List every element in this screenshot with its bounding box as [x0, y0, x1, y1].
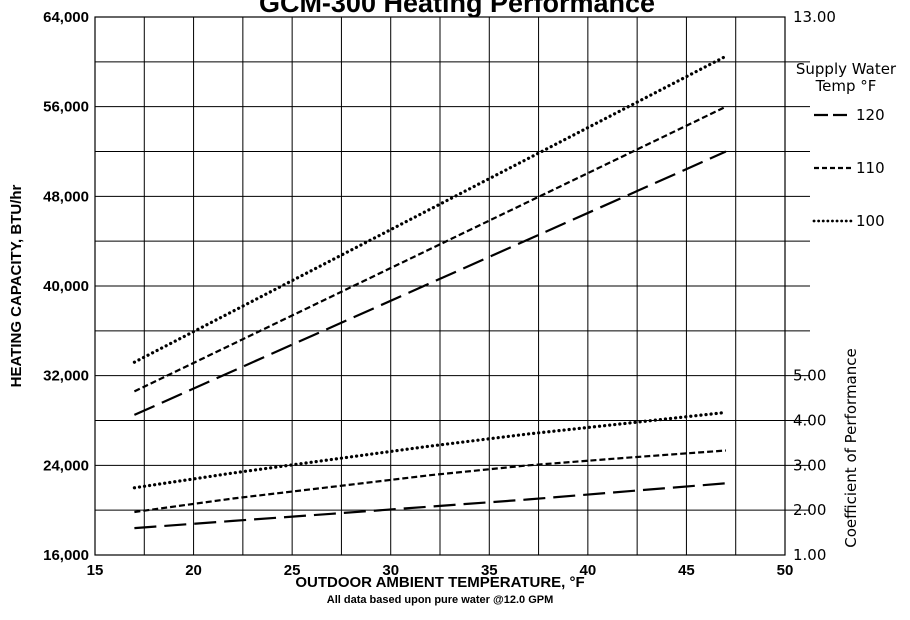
y2-axis-label: Coefficient of Performance [842, 348, 860, 547]
legend-label-110: 110 [856, 159, 885, 177]
y-axis-label: HEATING CAPACITY, BTU/hr [8, 184, 25, 387]
series-lines [132, 54, 728, 530]
y-tick-label: 56,000 [43, 99, 89, 116]
y-tick-label: 16,000 [43, 547, 89, 564]
y2-tick-labels: 1.00 2.00 3.00 4.00 5.00 13.00 [793, 8, 836, 564]
x-tick-label: 15 [87, 562, 104, 579]
y-tick-label: 24,000 [43, 457, 89, 474]
chart-title: GCM-300 Heating Performance [259, 0, 655, 18]
legend-label-120: 120 [856, 106, 885, 124]
y2-tick-label: 3.00 [793, 456, 826, 474]
plot-frame [94, 16, 786, 556]
y-tick-label: 48,000 [43, 188, 89, 205]
y2-tick-label: 4.00 [793, 412, 826, 430]
legend-label-100: 100 [856, 212, 885, 230]
x-tick-label: 25 [284, 562, 301, 579]
x-tick-label: 40 [580, 562, 597, 579]
y-tick-labels: 16,000 24,000 32,000 40,000 48,000 56,000 64,0… [43, 9, 89, 564]
x-tick-label: 30 [382, 562, 399, 579]
legend-title-line2: Temp °F [815, 77, 877, 95]
series-cop-110 [134, 449, 726, 514]
legend: Supply Water Temp °F 120 110 100 [796, 60, 897, 230]
series-capacity-120 [133, 150, 727, 416]
legend-title-line1: Supply Water [796, 60, 897, 78]
gridlines [95, 17, 810, 555]
x-axis-label: OUTDOOR AMBIENT TEMPERATURE, °F [295, 574, 584, 591]
y2-tick-label: 13.00 [793, 8, 836, 26]
y2-tick-label: 5.00 [793, 367, 826, 385]
x-tick-label: 45 [678, 562, 695, 579]
series-cop-120 [134, 482, 726, 530]
x-tick-label: 35 [481, 562, 498, 579]
y-tick-label: 32,000 [43, 368, 89, 385]
y2-tick-label: 1.00 [793, 546, 826, 564]
y-tick-label: 64,000 [43, 9, 89, 26]
x-tick-label: 50 [777, 562, 794, 579]
x-tick-labels: 15 20 25 30 35 40 45 50 [87, 562, 794, 579]
series-capacity-110 [133, 105, 727, 393]
y-tick-label: 40,000 [43, 278, 89, 295]
series-capacity-100 [132, 54, 728, 364]
y2-tick-label: 2.00 [793, 501, 826, 519]
x-tick-label: 20 [185, 562, 202, 579]
chart-note: All data based upon pure water @12.0 GPM [327, 594, 554, 606]
